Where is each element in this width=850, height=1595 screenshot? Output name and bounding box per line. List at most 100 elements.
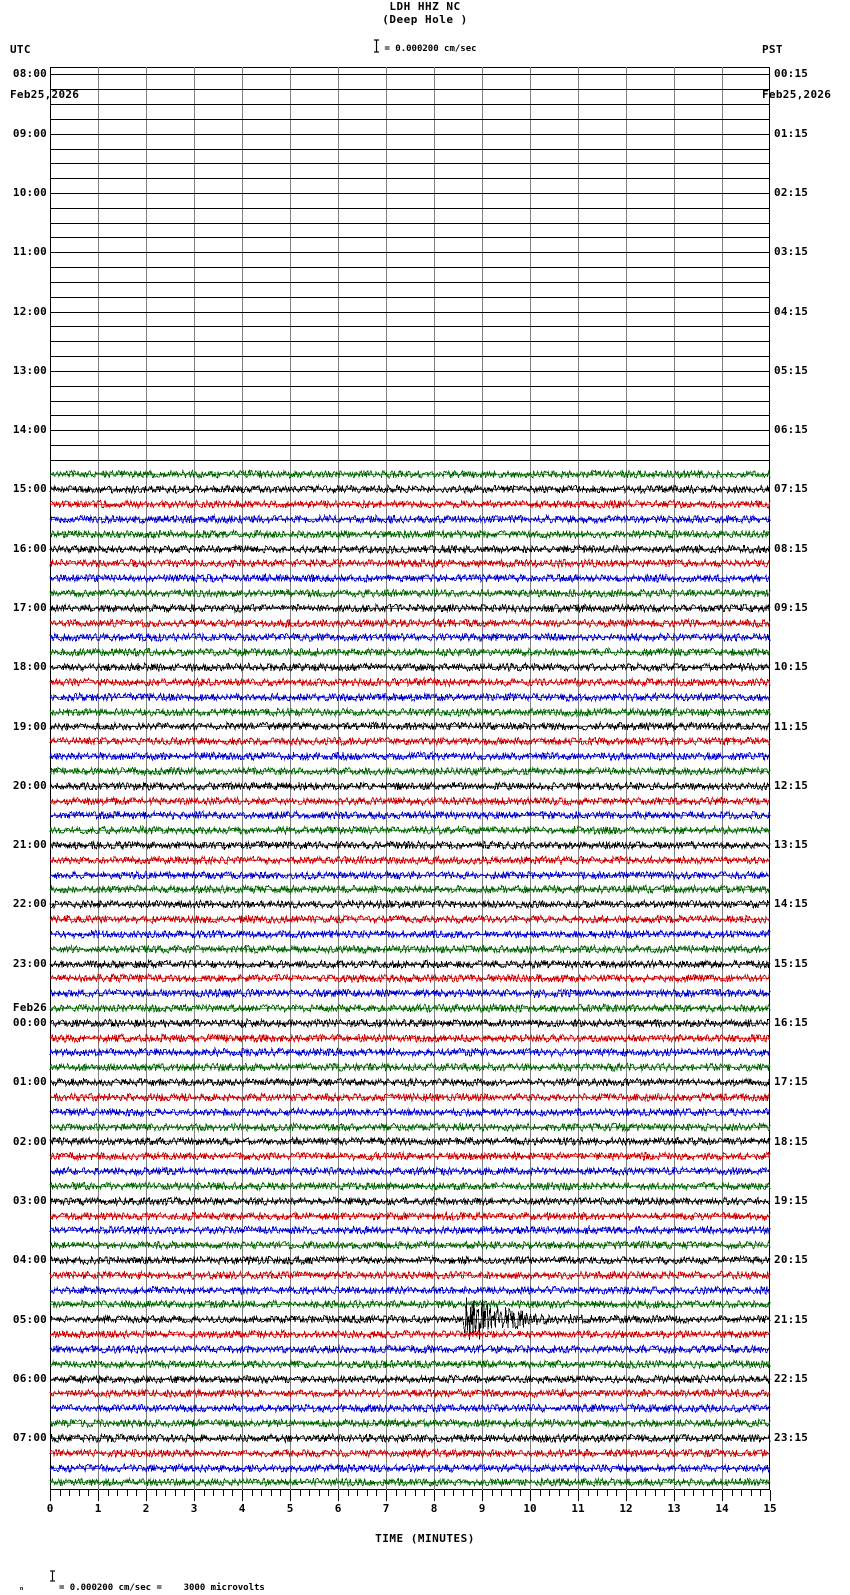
axis-tick-label: 11 xyxy=(571,1502,585,1515)
axis-tick-label: 1 xyxy=(94,1502,102,1515)
trace-baseline-blank xyxy=(50,163,770,164)
trace-baseline-blank xyxy=(50,460,770,461)
pst-date-label: Feb25,2026 xyxy=(762,88,832,101)
axis-tick-minor xyxy=(184,1490,185,1496)
axis-tick-label: 0 xyxy=(46,1502,54,1515)
axis-tick-minor xyxy=(280,1490,281,1496)
trace-baseline-blank xyxy=(50,371,770,372)
pst-time-axis: 00:15 01:15 02:15 03:15 04:15 05:15 06:15 07:15… xyxy=(770,67,850,1490)
seismic-trace xyxy=(49,824,771,836)
utc-hour-label: 05:00 xyxy=(12,1312,47,1326)
pst-hour-label: 06:15 xyxy=(774,423,809,437)
grid-line-vertical xyxy=(482,67,483,1490)
axis-tick-minor xyxy=(492,1490,493,1496)
helicorder-plot[interactable] xyxy=(49,67,771,1490)
axis-tick-minor xyxy=(328,1490,329,1496)
time-axis: 0 1 2 3 4 5 6 7 8 9 10 11 12 13 14 15 xyxy=(46,1490,777,1530)
pst-hour-label: 20:15 xyxy=(774,1253,809,1267)
pst-hour-label: 12:15 xyxy=(774,778,809,792)
pst-hour-label: 05:15 xyxy=(774,363,809,377)
seismic-trace xyxy=(49,839,771,851)
seismic-trace xyxy=(49,661,771,673)
axis-tick-minor xyxy=(424,1490,425,1496)
trace-baseline-blank xyxy=(50,312,770,313)
seismic-trace xyxy=(49,1432,771,1444)
axis-tick-minor xyxy=(760,1490,761,1496)
pst-hour-label: 13:15 xyxy=(774,838,809,852)
axis-tick-minor xyxy=(732,1490,733,1496)
chart-title-block: LDH HHZ NC (Deep Hole ) xyxy=(0,0,850,26)
seismic-trace xyxy=(49,1002,771,1014)
axis-tick-label: 3 xyxy=(190,1502,198,1515)
axis-tick-minor xyxy=(223,1490,224,1496)
utc-date-label: Feb25,2026 xyxy=(10,88,80,101)
seismic-trace xyxy=(49,1447,771,1459)
seismic-trace xyxy=(49,1373,771,1385)
axis-tick-label: 14 xyxy=(715,1502,729,1515)
axis-tick-minor xyxy=(309,1490,310,1496)
seismic-trace xyxy=(49,1388,771,1399)
pst-hour-label: 03:15 xyxy=(774,245,809,259)
seismic-trace xyxy=(49,884,771,895)
trace-baseline-blank xyxy=(50,386,770,387)
pst-header: PST Feb25,2026 xyxy=(762,12,831,117)
day-break-label: Feb26 xyxy=(12,1001,47,1015)
axis-tick-minor xyxy=(405,1490,406,1496)
grid-line-vertical xyxy=(434,67,435,1490)
footer-scale-bar-icon xyxy=(27,1560,56,1595)
axis-tick-minor xyxy=(127,1490,128,1496)
seismic-trace xyxy=(49,750,771,762)
pst-hour-label: 14:15 xyxy=(774,897,809,911)
seismic-trace xyxy=(49,1329,771,1340)
axis-tick-minor xyxy=(136,1490,137,1496)
axis-tick-minor xyxy=(300,1490,301,1496)
axis-tick-minor xyxy=(501,1490,502,1496)
axis-tick-minor xyxy=(472,1490,473,1496)
axis-tick-minor xyxy=(261,1490,262,1496)
grid-line-vertical xyxy=(146,67,147,1490)
utc-hour-label: 18:00 xyxy=(12,660,47,674)
utc-hour-label: 21:00 xyxy=(12,838,47,852)
axis-tick-minor xyxy=(693,1490,694,1496)
utc-hour-label: 23:00 xyxy=(12,956,47,970)
utc-hour-label: 02:00 xyxy=(12,1134,47,1148)
seismic-trace xyxy=(49,1297,771,1341)
seismic-trace xyxy=(49,1195,771,1207)
seismic-trace xyxy=(49,1165,771,1177)
pst-hour-label: 15:15 xyxy=(774,956,809,970)
utc-hour-label: 19:00 xyxy=(12,719,47,733)
seismic-trace xyxy=(49,913,771,925)
trace-baseline-blank xyxy=(50,297,770,298)
seismic-trace xyxy=(49,1269,771,1281)
axis-tick-minor xyxy=(415,1490,416,1496)
utc-hour-label: 12:00 xyxy=(12,304,47,318)
pst-hour-label: 04:15 xyxy=(774,304,809,318)
utc-timezone-label: UTC xyxy=(10,43,31,56)
seismic-trace xyxy=(49,543,771,555)
pst-hour-label: 10:15 xyxy=(774,660,809,674)
pst-hour-label: 00:15 xyxy=(774,67,809,81)
axis-tick-label: 4 xyxy=(238,1502,246,1515)
axis-tick-minor xyxy=(165,1490,166,1496)
trace-baseline-blank xyxy=(50,267,770,268)
utc-hour-label: 08:00 xyxy=(12,67,47,81)
seismic-trace xyxy=(49,1343,771,1355)
axis-tick-major xyxy=(770,1490,771,1501)
plot-frame xyxy=(50,67,770,1490)
axis-tick-minor xyxy=(597,1490,598,1496)
pst-hour-label: 21:15 xyxy=(774,1312,809,1326)
utc-hour-label: 15:00 xyxy=(12,482,47,496)
pst-hour-label: 17:15 xyxy=(774,1075,809,1089)
trace-baseline-blank xyxy=(50,252,770,253)
axis-tick-minor xyxy=(367,1490,368,1496)
axis-tick-minor xyxy=(376,1490,377,1496)
utc-hour-label: 14:00 xyxy=(12,423,47,437)
trace-baseline-blank xyxy=(50,341,770,342)
axis-tick-minor xyxy=(319,1490,320,1496)
trace-baseline-blank xyxy=(50,74,770,75)
utc-hour-label: 22:00 xyxy=(12,897,47,911)
axis-tick-major xyxy=(674,1490,675,1501)
pst-hour-label: 02:15 xyxy=(774,185,809,199)
grid-line-vertical xyxy=(290,67,291,1490)
pst-hour-label: 18:15 xyxy=(774,1134,809,1148)
